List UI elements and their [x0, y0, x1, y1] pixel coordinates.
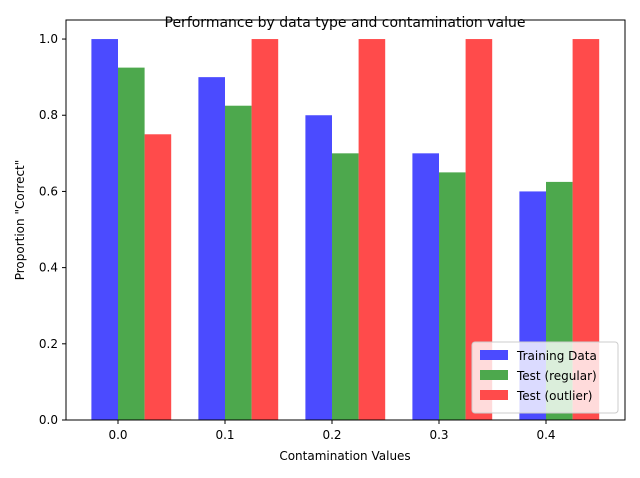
bar-training-data-0-3	[412, 153, 439, 420]
bar-training-data-0-2	[305, 115, 332, 421]
plot-frame	[65, 19, 626, 421]
bar-test-outlier-0-1	[251, 39, 279, 421]
x-tick-label: 0.1	[215, 428, 234, 442]
chart-title: Performance by data type and contaminati…	[165, 15, 526, 31]
legend-label-test-outlier: Test (outlier)	[516, 389, 592, 403]
bar-training-data-0-1	[198, 77, 225, 420]
legend-swatch-training-data	[480, 350, 508, 360]
x-tick-label: 0.4	[536, 428, 555, 442]
y-tick-label: 0.6	[39, 184, 58, 198]
y-tick-label: 0.0	[39, 413, 58, 427]
x-tick-label: 0.0	[108, 428, 127, 442]
bar-training-data-0-0	[91, 39, 118, 421]
x-tick-label: 0.2	[322, 428, 341, 442]
bar-test-outlier-0-0	[144, 134, 172, 421]
y-tick-label: 0.2	[39, 337, 58, 351]
bar-test-regular-0-3	[439, 172, 466, 420]
legend-label-test-regular: Test (regular)	[516, 369, 597, 383]
legend-swatch-test-regular	[480, 370, 508, 380]
x-axis: 0.0 0.1 0.2 0.3 0.4	[108, 420, 556, 442]
y-axis: 0.0 0.2 0.4 0.6 0.8 1.0	[39, 32, 66, 427]
bar-test-regular-0-0	[118, 67, 145, 421]
legend-box	[471, 341, 619, 414]
legend-swatch-test-outlier	[480, 390, 508, 400]
x-axis-label: Contamination Values	[279, 449, 410, 463]
bar-test-regular-0-2	[332, 153, 359, 420]
x-tick-label: 0.3	[429, 428, 448, 442]
legend: Training Data Test (regular) Test (outlier…	[471, 341, 619, 414]
legend-label-training-data: Training Data	[516, 349, 597, 363]
y-tick-label: 1.0	[39, 32, 58, 46]
y-tick-label: 0.8	[39, 108, 58, 122]
bar-test-outlier-0-2	[358, 39, 386, 421]
y-tick-label: 0.4	[39, 261, 58, 275]
bar-test-regular-0-1	[225, 105, 252, 421]
y-axis-label: Proportion "Correct"	[13, 160, 27, 281]
